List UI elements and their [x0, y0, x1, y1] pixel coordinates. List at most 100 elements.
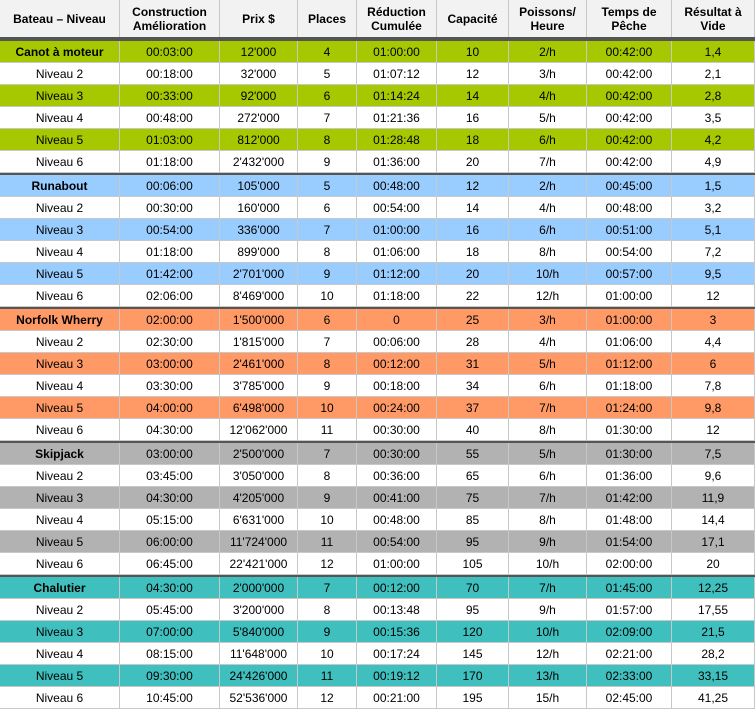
- table-cell: 00:42:00: [587, 63, 672, 84]
- table-cell: 8: [298, 353, 357, 374]
- table-cell: Niveau 4: [0, 643, 120, 664]
- table-cell: 2,8: [672, 85, 755, 106]
- table-cell: 7/h: [509, 487, 587, 508]
- table-cell: 9: [298, 151, 357, 172]
- table-cell: 00:17:24: [357, 643, 437, 664]
- table-cell: 00:41:00: [357, 487, 437, 508]
- table-cell: 14: [437, 85, 509, 106]
- table-cell: 00:45:00: [587, 175, 672, 196]
- table-cell: 03:00:00: [120, 353, 220, 374]
- table-cell: 11: [298, 531, 357, 552]
- table-cell: Niveau 4: [0, 107, 120, 128]
- table-cell: 32'000: [220, 63, 298, 84]
- table-cell: Niveau 2: [0, 197, 120, 218]
- table-cell: 01:18:00: [120, 241, 220, 262]
- level-row: Niveau 2 02:30:00 1'815'000 7 00:06:00 28 4/h 0…: [0, 331, 755, 353]
- level-row: Niveau 6 04:30:00 12'062'000 11 00:30:00 40 8/…: [0, 419, 755, 441]
- table-cell: 00:42:00: [587, 41, 672, 62]
- table-cell: 8/h: [509, 509, 587, 530]
- table-cell: 336'000: [220, 219, 298, 240]
- table-cell: 120: [437, 621, 509, 642]
- table-cell: 1,5: [672, 175, 755, 196]
- table-cell: 16: [437, 107, 509, 128]
- table-cell: 00:30:00: [120, 197, 220, 218]
- table-cell: 5,1: [672, 219, 755, 240]
- table-cell: Niveau 6: [0, 285, 120, 306]
- table-cell: 40: [437, 419, 509, 440]
- table-cell: 10: [298, 285, 357, 306]
- table-cell: 00:54:00: [357, 197, 437, 218]
- table-cell: 01:21:36: [357, 107, 437, 128]
- table-cell: 8'469'000: [220, 285, 298, 306]
- table-cell: 33,15: [672, 665, 755, 686]
- table-cell: Niveau 3: [0, 487, 120, 508]
- table-cell: 00:24:00: [357, 397, 437, 418]
- table-cell: 01:00:00: [357, 41, 437, 62]
- header-cell: Places: [298, 0, 357, 37]
- table-cell: 01:24:00: [587, 397, 672, 418]
- table-cell: 22: [437, 285, 509, 306]
- table-cell: 00:15:36: [357, 621, 437, 642]
- table-cell: 65: [437, 465, 509, 486]
- table-cell: 4,9: [672, 151, 755, 172]
- table-cell: 12: [298, 553, 357, 574]
- table-cell: Niveau 2: [0, 465, 120, 486]
- table-cell: 5/h: [509, 107, 587, 128]
- table-cell: 1'500'000: [220, 309, 298, 330]
- table-cell: 4/h: [509, 85, 587, 106]
- table-cell: 9,8: [672, 397, 755, 418]
- table-cell: 2/h: [509, 41, 587, 62]
- table-cell: 00:18:00: [357, 375, 437, 396]
- table-cell: 00:06:00: [357, 331, 437, 352]
- table-cell: 09:30:00: [120, 665, 220, 686]
- table-cell: 20: [437, 263, 509, 284]
- level-row: Niveau 6 06:45:00 22'421'000 12 01:00:00 105 1…: [0, 553, 755, 575]
- table-cell: 03:30:00: [120, 375, 220, 396]
- table-cell: 5: [298, 175, 357, 196]
- table-cell: 01:06:00: [587, 331, 672, 352]
- table-cell: 02:06:00: [120, 285, 220, 306]
- table-cell: 85: [437, 509, 509, 530]
- level-row: Niveau 5 01:42:00 2'701'000 9 01:12:00 20 10/h…: [0, 263, 755, 285]
- boat-row: Norfolk Wherry 02:00:00 1'500'000 6 0 25 3/h 01…: [0, 307, 755, 331]
- table-cell: 2'000'000: [220, 577, 298, 598]
- table-cell: 00:06:00: [120, 175, 220, 196]
- table-cell: 00:12:00: [357, 353, 437, 374]
- table-cell: 00:30:00: [357, 419, 437, 440]
- header-cell: Construction Amélioration: [120, 0, 220, 37]
- table-cell: Niveau 6: [0, 553, 120, 574]
- table-cell: 00:19:12: [357, 665, 437, 686]
- header-row: Bateau – Niveau Construction Amélioration…: [0, 0, 755, 39]
- table-cell: 5'840'000: [220, 621, 298, 642]
- table-cell: 10/h: [509, 621, 587, 642]
- table-cell: Runabout: [0, 175, 120, 196]
- table-cell: 12/h: [509, 643, 587, 664]
- table-cell: 7: [298, 331, 357, 352]
- table-cell: 00:48:00: [357, 175, 437, 196]
- table-cell: 272'000: [220, 107, 298, 128]
- table-cell: 0: [357, 309, 437, 330]
- table-cell: Niveau 5: [0, 665, 120, 686]
- table-cell: 3'200'000: [220, 599, 298, 620]
- level-row: Niveau 4 08:15:00 11'648'000 10 00:17:24 145 1…: [0, 643, 755, 665]
- table-cell: 195: [437, 687, 509, 708]
- level-row: Niveau 4 05:15:00 6'631'000 10 00:48:00 85 8/h…: [0, 509, 755, 531]
- level-row: Niveau 4 01:18:00 899'000 8 01:06:00 18 8/h 00:…: [0, 241, 755, 263]
- table-cell: 9/h: [509, 531, 587, 552]
- table-cell: 01:36:00: [357, 151, 437, 172]
- table-cell: 02:30:00: [120, 331, 220, 352]
- table-cell: 37: [437, 397, 509, 418]
- table-cell: 05:45:00: [120, 599, 220, 620]
- table-cell: 00:51:00: [587, 219, 672, 240]
- table-cell: 00:48:00: [587, 197, 672, 218]
- table-cell: 2'701'000: [220, 263, 298, 284]
- table-cell: 11: [298, 419, 357, 440]
- table-cell: 7/h: [509, 577, 587, 598]
- level-row: Niveau 4 03:30:00 3'785'000 9 00:18:00 34 6/h 0…: [0, 375, 755, 397]
- table-cell: 21,5: [672, 621, 755, 642]
- table-cell: 6: [298, 309, 357, 330]
- level-row: Niveau 5 04:00:00 6'498'000 10 00:24:00 37 7/h…: [0, 397, 755, 419]
- level-row: Niveau 5 06:00:00 11'724'000 11 00:54:00 95 9/…: [0, 531, 755, 553]
- table-cell: 10: [298, 509, 357, 530]
- table-cell: 9: [298, 621, 357, 642]
